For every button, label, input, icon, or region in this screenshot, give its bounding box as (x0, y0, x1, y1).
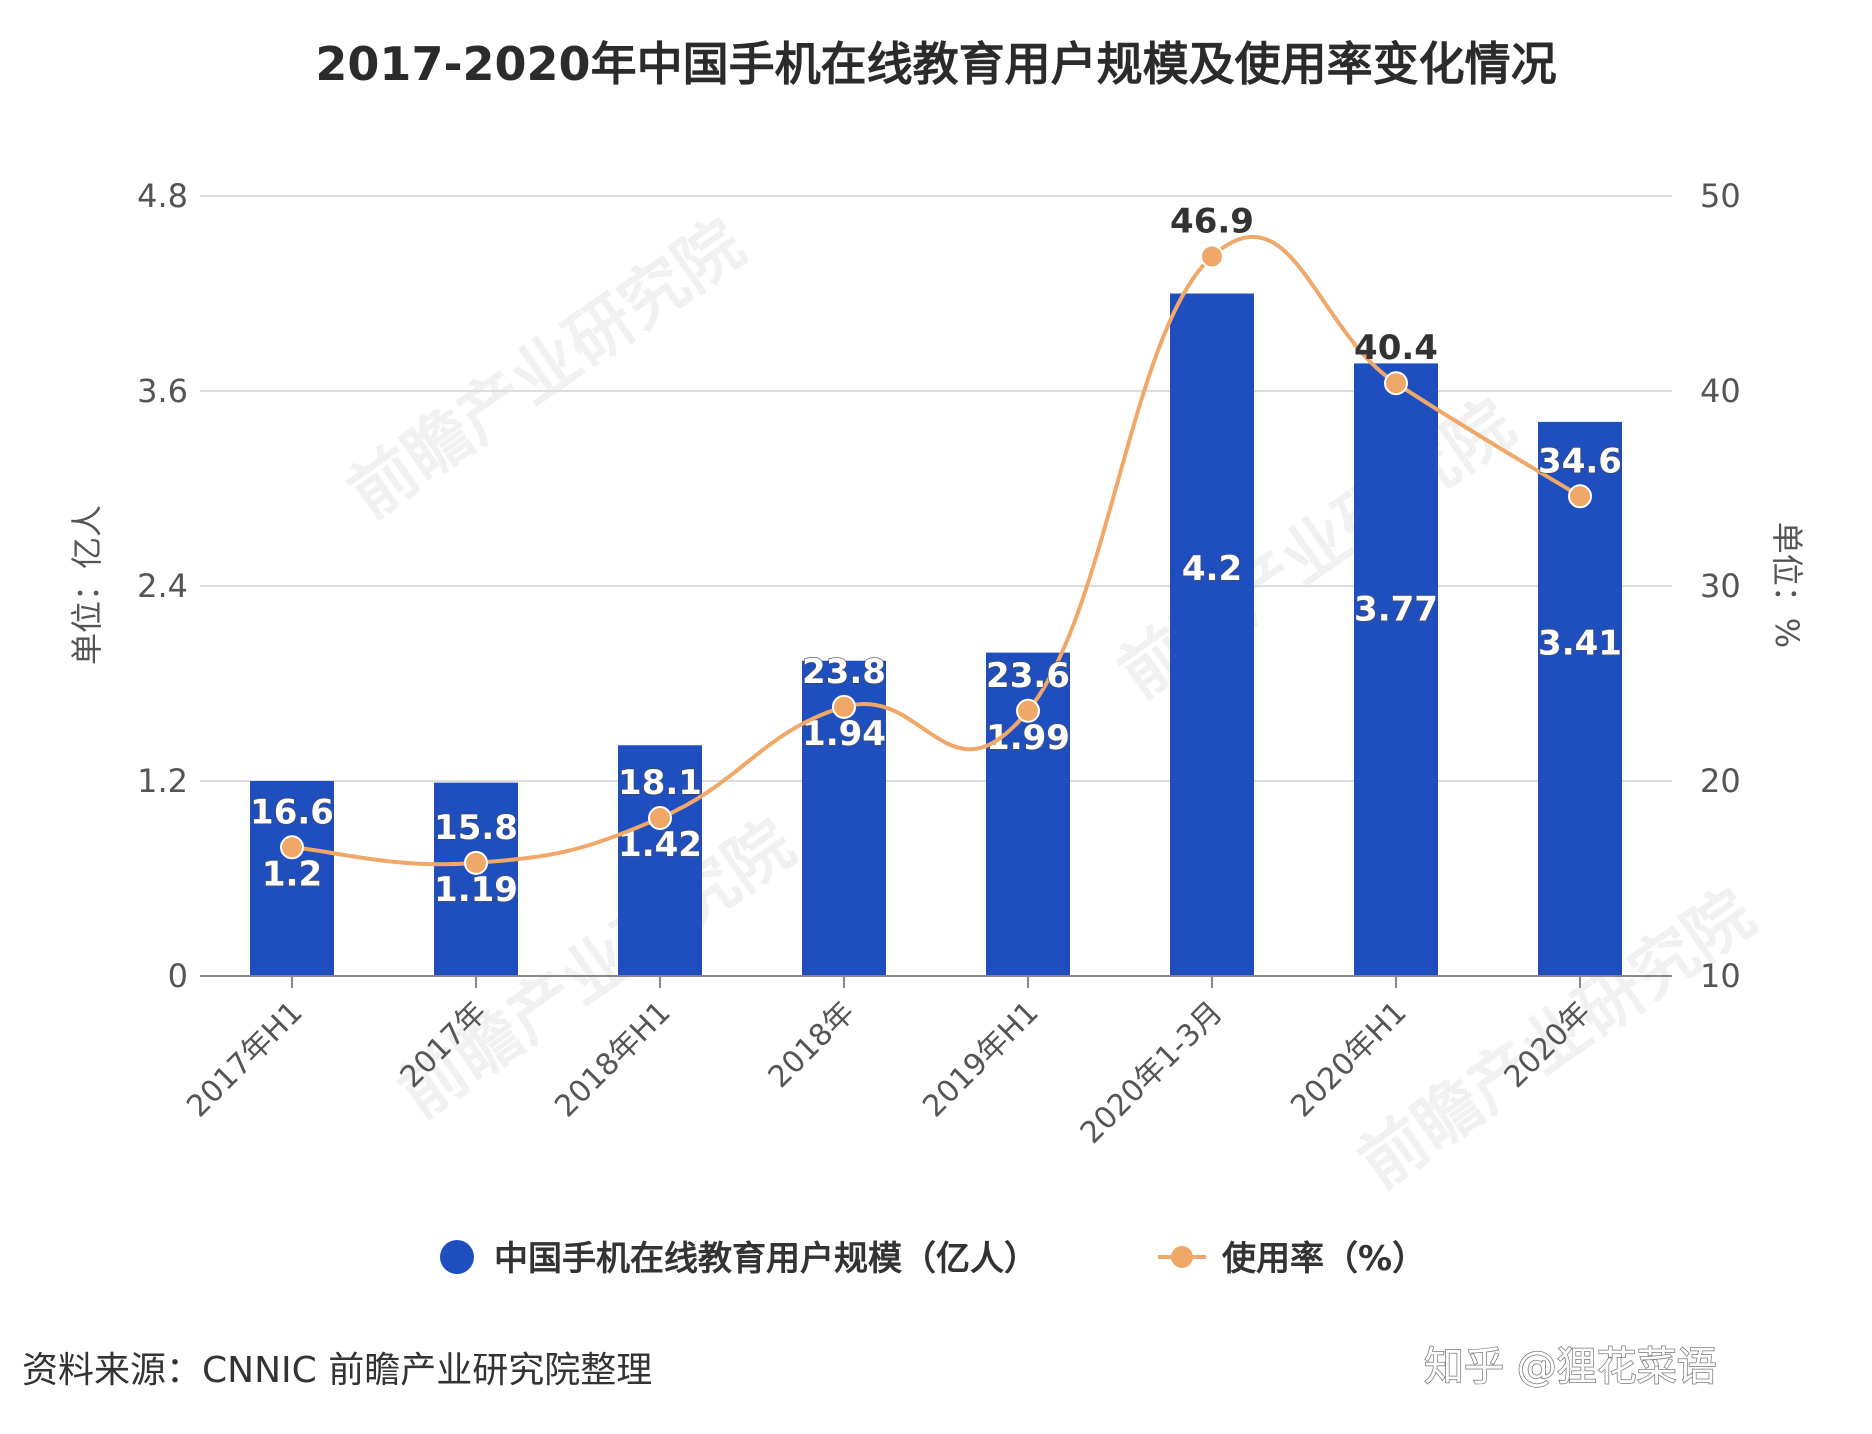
usage-rate-line (291, 235, 1582, 867)
right-tick-label: 40 (1700, 372, 1741, 410)
right-tick-label: 50 (1700, 177, 1741, 215)
left-tick-label: 1.2 (137, 762, 188, 800)
bar (250, 781, 334, 976)
source-note: 资料来源：CNNIC 前瞻产业研究院整理 (22, 1350, 652, 1391)
right-tick-label: 30 (1700, 567, 1741, 605)
line-value-label: 18.1 (618, 763, 702, 803)
bar (618, 745, 702, 976)
bar-value-label: 1.2 (262, 854, 322, 894)
bar (1354, 363, 1438, 976)
line-point (648, 806, 672, 831)
right-axis-title: 单位：% (1768, 522, 1806, 648)
right-axis-ticks: 10 20 30 40 50 (1700, 177, 1741, 995)
bar-value-label: 3.41 (1538, 624, 1622, 664)
line-value-label: 40.4 (1354, 328, 1438, 368)
bar-value-label: 1.19 (434, 870, 518, 910)
line-point (1384, 371, 1408, 396)
x-tick-label: 2018年 (762, 995, 862, 1095)
bar (1538, 421, 1622, 976)
line-point (280, 835, 304, 860)
left-tick-label: 2.4 (137, 567, 188, 605)
line-value-label: 15.8 (434, 808, 518, 848)
bar-value-label: 4.2 (1182, 549, 1242, 589)
left-tick-label: 0 (168, 957, 188, 995)
svg-text:前瞻产业研究院: 前瞻产业研究院 (335, 205, 758, 533)
bar (1170, 293, 1254, 976)
legend: 中国手机在线教育用户规模（亿人） 使用率（%） (440, 1239, 1426, 1279)
x-tick-label: 2020年1-3月 (1074, 995, 1230, 1151)
chart-title: 2017-2020年中国手机在线教育用户规模及使用率变化情况 (315, 37, 1556, 91)
credit-watermark: 知乎 @狸花菜语 (1424, 1344, 1717, 1390)
line-value-label: 16.6 (250, 792, 334, 832)
bar-labels: 1.2 1.191.421.94 1.994.23.773.41 (261, 549, 1622, 911)
line-point (1200, 244, 1224, 269)
bar-value-label: 3.77 (1354, 590, 1438, 630)
line-value-label: 46.9 (1170, 201, 1254, 241)
legend-bar-label: 中国手机在线教育用户规模（亿人） (494, 1239, 1038, 1279)
left-axis-ticks: 0 1.2 2.4 3.6 4.8 (137, 177, 188, 995)
line-point (1016, 698, 1040, 723)
x-tick-label: 2017年H1 (180, 995, 309, 1124)
left-tick-label: 3.6 (137, 372, 188, 410)
bar (434, 782, 518, 976)
svg-text:前瞻产业研究院: 前瞻产业研究院 (1105, 385, 1528, 713)
legend-line-marker (1171, 1246, 1193, 1268)
right-tick-label: 10 (1700, 957, 1741, 995)
usage-rate-points (280, 244, 1592, 875)
left-tick-label: 4.8 (137, 177, 188, 215)
line-value-label: 23.6 (986, 656, 1070, 696)
x-tick-label: 2019年H1 (916, 995, 1045, 1124)
line-point (832, 694, 856, 719)
legend-line-label: 使用率（%） (1221, 1239, 1426, 1279)
line-labels: 16.6 15.8 18.1 23.8 23.6 46.9 40.4 34.6 (249, 201, 1622, 848)
line-point (464, 850, 488, 875)
left-axis-title: 单位：亿人 (68, 505, 106, 665)
legend-bar-marker (440, 1240, 474, 1274)
line-value-label: 23.8 (802, 652, 886, 692)
line-value-label: 34.6 (1538, 441, 1622, 481)
bar-value-label: 1.94 (802, 714, 886, 754)
line-point (1568, 484, 1592, 509)
right-tick-label: 20 (1700, 762, 1741, 800)
bar-series (250, 293, 1622, 976)
